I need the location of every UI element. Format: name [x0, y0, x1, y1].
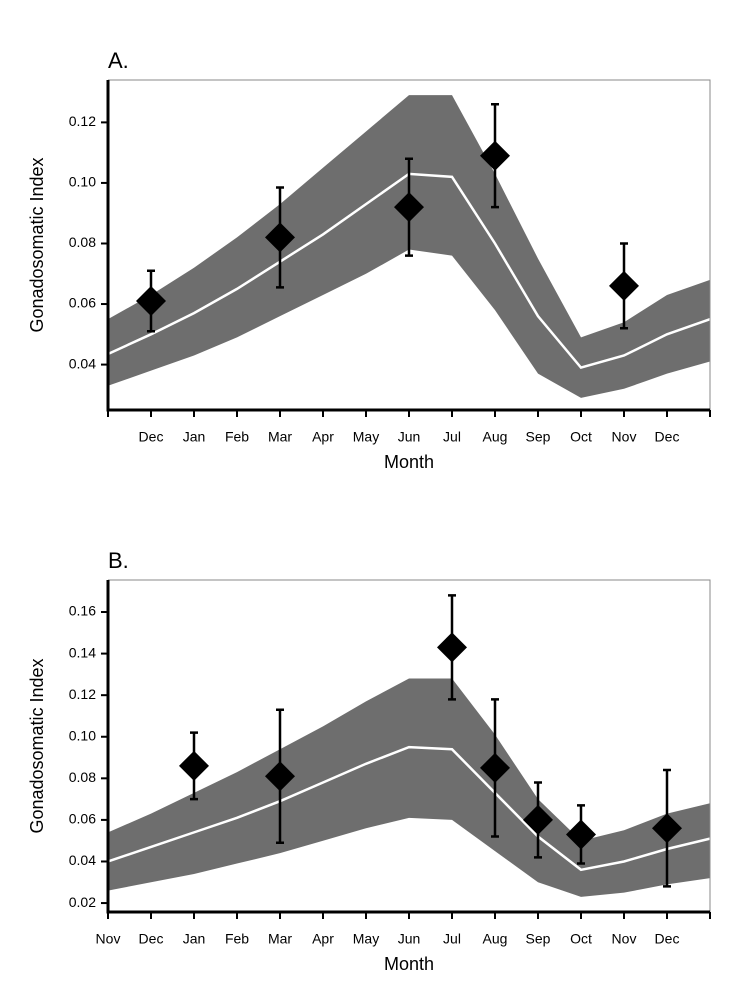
y-tick-label: 0.10	[69, 727, 96, 743]
x-tick-label: May	[353, 931, 379, 947]
x-tick-label: Dec	[139, 429, 164, 445]
x-tick-label: Jul	[443, 429, 461, 445]
data-point	[265, 222, 295, 253]
data-point	[394, 192, 424, 223]
x-tick-label: Jun	[398, 429, 421, 445]
x-axis-label: Month	[384, 954, 434, 974]
x-tick-label: Dec	[139, 931, 164, 947]
y-axis-label: Gonadosomatic Index	[27, 157, 47, 332]
data-point	[609, 270, 639, 301]
confidence-band	[108, 678, 710, 897]
data-point	[652, 813, 682, 844]
x-tick-label: Jan	[183, 429, 206, 445]
x-tick-label: Sep	[526, 429, 551, 445]
data-point	[480, 140, 510, 171]
y-tick-label: 0.16	[69, 603, 96, 619]
y-tick-label: 0.04	[69, 852, 96, 868]
x-tick-label: Oct	[570, 429, 592, 445]
y-tick-label: 0.14	[69, 644, 96, 660]
y-axis-label: Gonadosomatic Index	[27, 658, 47, 833]
y-tick-label: 0.06	[69, 811, 96, 827]
x-tick-label: Sep	[526, 931, 551, 947]
x-tick-label: Aug	[483, 931, 508, 947]
y-tick-label: 0.08	[69, 234, 96, 250]
data-point	[136, 286, 166, 317]
y-tick-label: 0.06	[69, 295, 96, 311]
x-tick-label: May	[353, 429, 379, 445]
x-tick-label: Dec	[655, 931, 680, 947]
data-point	[480, 752, 510, 783]
y-tick-label: 0.02	[69, 894, 96, 910]
x-tick-label: Mar	[268, 429, 292, 445]
x-tick-label: Aug	[483, 429, 508, 445]
data-point	[523, 804, 553, 835]
frame	[108, 79, 711, 410]
x-tick-label: Feb	[225, 931, 249, 947]
y-tick-label: 0.12	[69, 686, 96, 702]
x-tick-label: Oct	[570, 931, 592, 947]
data-point	[265, 761, 295, 792]
panel-title: A.	[108, 48, 129, 73]
y-tick-label: 0.04	[69, 355, 96, 371]
x-axis-label: Month	[384, 452, 434, 472]
panel-title: B.	[108, 548, 129, 573]
data-point	[437, 632, 467, 663]
x-tick-label: Feb	[225, 429, 249, 445]
x-tick-label: Nov	[96, 931, 121, 947]
x-tick-label: Nov	[612, 429, 637, 445]
y-tick-label: 0.10	[69, 174, 96, 190]
x-tick-label: Jan	[183, 931, 206, 947]
x-tick-label: Nov	[612, 931, 637, 947]
x-tick-label: Apr	[312, 429, 334, 445]
mean-line	[107, 745, 711, 872]
y-tick-label: 0.08	[69, 769, 96, 785]
y-tick-label: 0.12	[69, 113, 96, 129]
data-point	[179, 750, 209, 781]
frame	[108, 579, 711, 912]
x-tick-label: Jul	[443, 931, 461, 947]
x-tick-label: Dec	[655, 429, 680, 445]
x-tick-label: Apr	[312, 931, 334, 947]
x-tick-label: Mar	[268, 931, 292, 947]
data-point	[566, 819, 596, 850]
x-tick-label: Jun	[398, 931, 421, 947]
